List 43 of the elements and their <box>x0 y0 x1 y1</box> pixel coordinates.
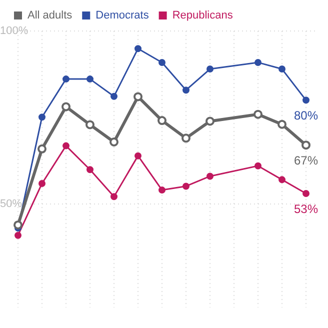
point <box>38 180 46 187</box>
point <box>86 76 94 83</box>
point <box>38 144 46 154</box>
point <box>302 96 310 104</box>
point <box>134 92 142 102</box>
point <box>110 137 118 146</box>
point <box>278 66 286 73</box>
point <box>134 45 142 52</box>
point <box>158 186 166 194</box>
annotation: 53% <box>294 202 318 216</box>
legend-label: All adults <box>28 10 73 22</box>
point <box>302 140 310 150</box>
point <box>86 120 94 130</box>
point <box>278 176 286 184</box>
annotation: 67% <box>294 153 318 168</box>
point <box>206 172 214 180</box>
point <box>62 102 70 112</box>
point <box>182 86 190 94</box>
y-tick-label: 100% <box>0 25 28 38</box>
point <box>14 232 22 239</box>
point <box>62 142 70 150</box>
y-tick-label: 50% <box>0 198 22 210</box>
legend-label: Democrats <box>96 10 150 22</box>
point <box>254 110 262 119</box>
legend-label: Republicans <box>172 10 234 22</box>
point <box>158 116 166 126</box>
point <box>62 76 70 83</box>
point <box>38 114 46 121</box>
point <box>182 182 190 190</box>
point <box>110 92 118 100</box>
point <box>302 190 310 198</box>
point <box>134 152 142 160</box>
point <box>14 220 22 230</box>
point <box>254 162 262 170</box>
annotation: 80% <box>294 108 318 122</box>
point <box>86 166 94 174</box>
point <box>278 120 286 129</box>
point <box>158 58 166 66</box>
point <box>206 66 214 73</box>
point <box>254 58 262 66</box>
point <box>110 193 118 200</box>
point <box>182 134 190 143</box>
point <box>206 116 214 126</box>
